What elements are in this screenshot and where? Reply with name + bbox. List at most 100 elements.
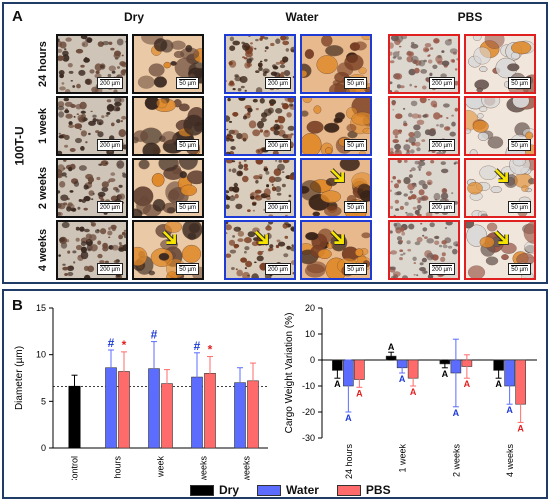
scale-bar: 200 µm bbox=[96, 76, 123, 89]
column-header-pbs: PBS bbox=[457, 10, 483, 24]
significance-mark: # bbox=[151, 328, 158, 342]
scale-bar-line bbox=[511, 140, 528, 142]
scale-bar: 50 µm bbox=[344, 200, 367, 213]
scale-bar: 50 µm bbox=[508, 200, 531, 213]
scale-bar-label: 50 µm bbox=[511, 267, 528, 273]
significance-mark: * bbox=[122, 338, 127, 352]
x-tick-label: 24 hours bbox=[344, 444, 354, 480]
significance-letter: A bbox=[506, 405, 513, 415]
legend-swatch-dry bbox=[190, 484, 214, 496]
legend-item-pbs: PBS bbox=[336, 483, 391, 497]
scale-bar-line bbox=[347, 140, 364, 142]
column-header-water: Water bbox=[285, 10, 319, 24]
legend-swatch-pbs bbox=[336, 484, 361, 496]
y-tick-label: 0 bbox=[310, 355, 315, 365]
scale-bar: 50 µm bbox=[508, 76, 531, 89]
scale-bar-label: 50 µm bbox=[179, 81, 196, 87]
scale-bar-label: 50 µm bbox=[179, 267, 196, 273]
scale-bar: 200 µm bbox=[96, 200, 123, 213]
micrograph-water-high-mag: 50 µm bbox=[300, 220, 372, 280]
scale-bar-line bbox=[347, 78, 364, 80]
scale-bar-label: 50 µm bbox=[347, 81, 364, 87]
scale-bar: 50 µm bbox=[176, 200, 199, 213]
diameter-chart: 0 5 10 15 Diameter (µm) Control 24 hours 1 week… bbox=[14, 303, 268, 480]
scale-bar: 200 µm bbox=[264, 138, 291, 151]
y-axis-label: Cargo Weight Variation (%) bbox=[284, 313, 295, 434]
legend-label-pbs: PBS bbox=[365, 483, 391, 497]
scale-bar-line bbox=[179, 264, 196, 266]
x-tick-label: Control bbox=[70, 456, 80, 480]
legend-item-water: Water bbox=[257, 483, 319, 497]
scale-bar-line bbox=[179, 202, 196, 204]
scale-bar: 200 µm bbox=[428, 138, 455, 151]
micrograph-water-high-mag: 50 µm bbox=[300, 96, 372, 156]
column-header-dry: Dry bbox=[123, 10, 144, 24]
scale-bar-line bbox=[511, 78, 528, 80]
micrograph-dry-high-mag: 50 µm bbox=[132, 220, 204, 280]
scale-bar-label: 200 µm bbox=[431, 81, 452, 87]
scale-bar-line bbox=[99, 78, 120, 80]
scale-bar: 200 µm bbox=[264, 262, 291, 275]
x-tick-label: 4 weeks bbox=[242, 456, 252, 480]
scale-bar: 200 µm bbox=[264, 76, 291, 89]
scale-bar-line bbox=[267, 202, 288, 204]
x-tick-label: 24 hours bbox=[113, 456, 123, 480]
legend-swatch-water bbox=[257, 484, 282, 496]
scale-bar-line bbox=[99, 140, 120, 142]
y-tick-label: 10 bbox=[36, 350, 46, 360]
scale-bar: 50 µm bbox=[176, 262, 199, 275]
micrograph-texture bbox=[58, 98, 126, 154]
micrograph-texture bbox=[226, 36, 294, 92]
micrograph-dry-low-mag: 200 µm bbox=[56, 96, 128, 156]
panel-b: B bbox=[2, 289, 548, 499]
y-tick-label: -10 bbox=[302, 381, 315, 391]
scale-bar-label: 200 µm bbox=[431, 205, 452, 211]
scale-bar-label: 200 µm bbox=[267, 205, 288, 211]
scale-bar: 200 µm bbox=[96, 262, 123, 275]
micrograph-dry-high-mag: 50 µm bbox=[132, 96, 204, 156]
micrograph-dry-low-mag: 200 µm bbox=[56, 158, 128, 218]
scale-bar-line bbox=[347, 202, 364, 204]
yellow-arrow-icon bbox=[494, 230, 509, 245]
significance-letter: A bbox=[442, 369, 449, 379]
scale-bar-line bbox=[179, 140, 196, 142]
scale-bar: 50 µm bbox=[344, 76, 367, 89]
micrograph-pbs-low-mag: 200 µm bbox=[388, 220, 460, 280]
significance-letter: A bbox=[345, 413, 352, 423]
significance-letter: A bbox=[334, 379, 341, 389]
micrograph-dry-low-mag: 200 µm bbox=[56, 220, 128, 280]
scale-bar: 200 µm bbox=[428, 200, 455, 213]
yellow-arrow-icon bbox=[162, 230, 177, 245]
scale-bar-line bbox=[431, 78, 452, 80]
scale-bar-label: 200 µm bbox=[99, 143, 120, 149]
x-tick-label: 2 weeks bbox=[451, 444, 461, 478]
micrograph-water-high-mag: 50 µm bbox=[300, 34, 372, 94]
panel-a-label: A bbox=[12, 8, 23, 25]
scale-bar: 50 µm bbox=[344, 262, 367, 275]
micrograph-water-low-mag: 200 µm bbox=[224, 158, 296, 218]
scale-bar-label: 50 µm bbox=[347, 143, 364, 149]
significance-letter: A bbox=[410, 387, 417, 397]
significance-letter: A bbox=[356, 388, 363, 398]
scale-bar-label: 50 µm bbox=[511, 205, 528, 211]
micrograph-pbs-high-mag: 50 µm bbox=[464, 34, 536, 94]
scale-bar-label: 200 µm bbox=[99, 205, 120, 211]
significance-letter: A bbox=[388, 342, 395, 352]
micrograph-water-low-mag: 200 µm bbox=[224, 96, 296, 156]
y-tick-label: 20 bbox=[305, 303, 315, 313]
scale-bar-line bbox=[179, 78, 196, 80]
row-label: 1 week bbox=[37, 107, 49, 145]
scale-bar: 200 µm bbox=[428, 262, 455, 275]
micrograph-texture bbox=[137, 36, 202, 89]
scale-bar: 200 µm bbox=[96, 138, 123, 151]
y-tick-label: -20 bbox=[302, 407, 315, 417]
significance-mark: * bbox=[208, 343, 213, 357]
yellow-arrow-icon bbox=[494, 168, 509, 183]
scale-bar-label: 200 µm bbox=[431, 267, 452, 273]
scale-bar-line bbox=[431, 202, 452, 204]
significance-mark: # bbox=[194, 339, 201, 353]
scale-bar: 50 µm bbox=[344, 138, 367, 151]
scale-bar-label: 200 µm bbox=[99, 267, 120, 273]
micrograph-pbs-low-mag: 200 µm bbox=[388, 96, 460, 156]
micrograph-pbs-high-mag: 50 µm bbox=[464, 220, 536, 280]
